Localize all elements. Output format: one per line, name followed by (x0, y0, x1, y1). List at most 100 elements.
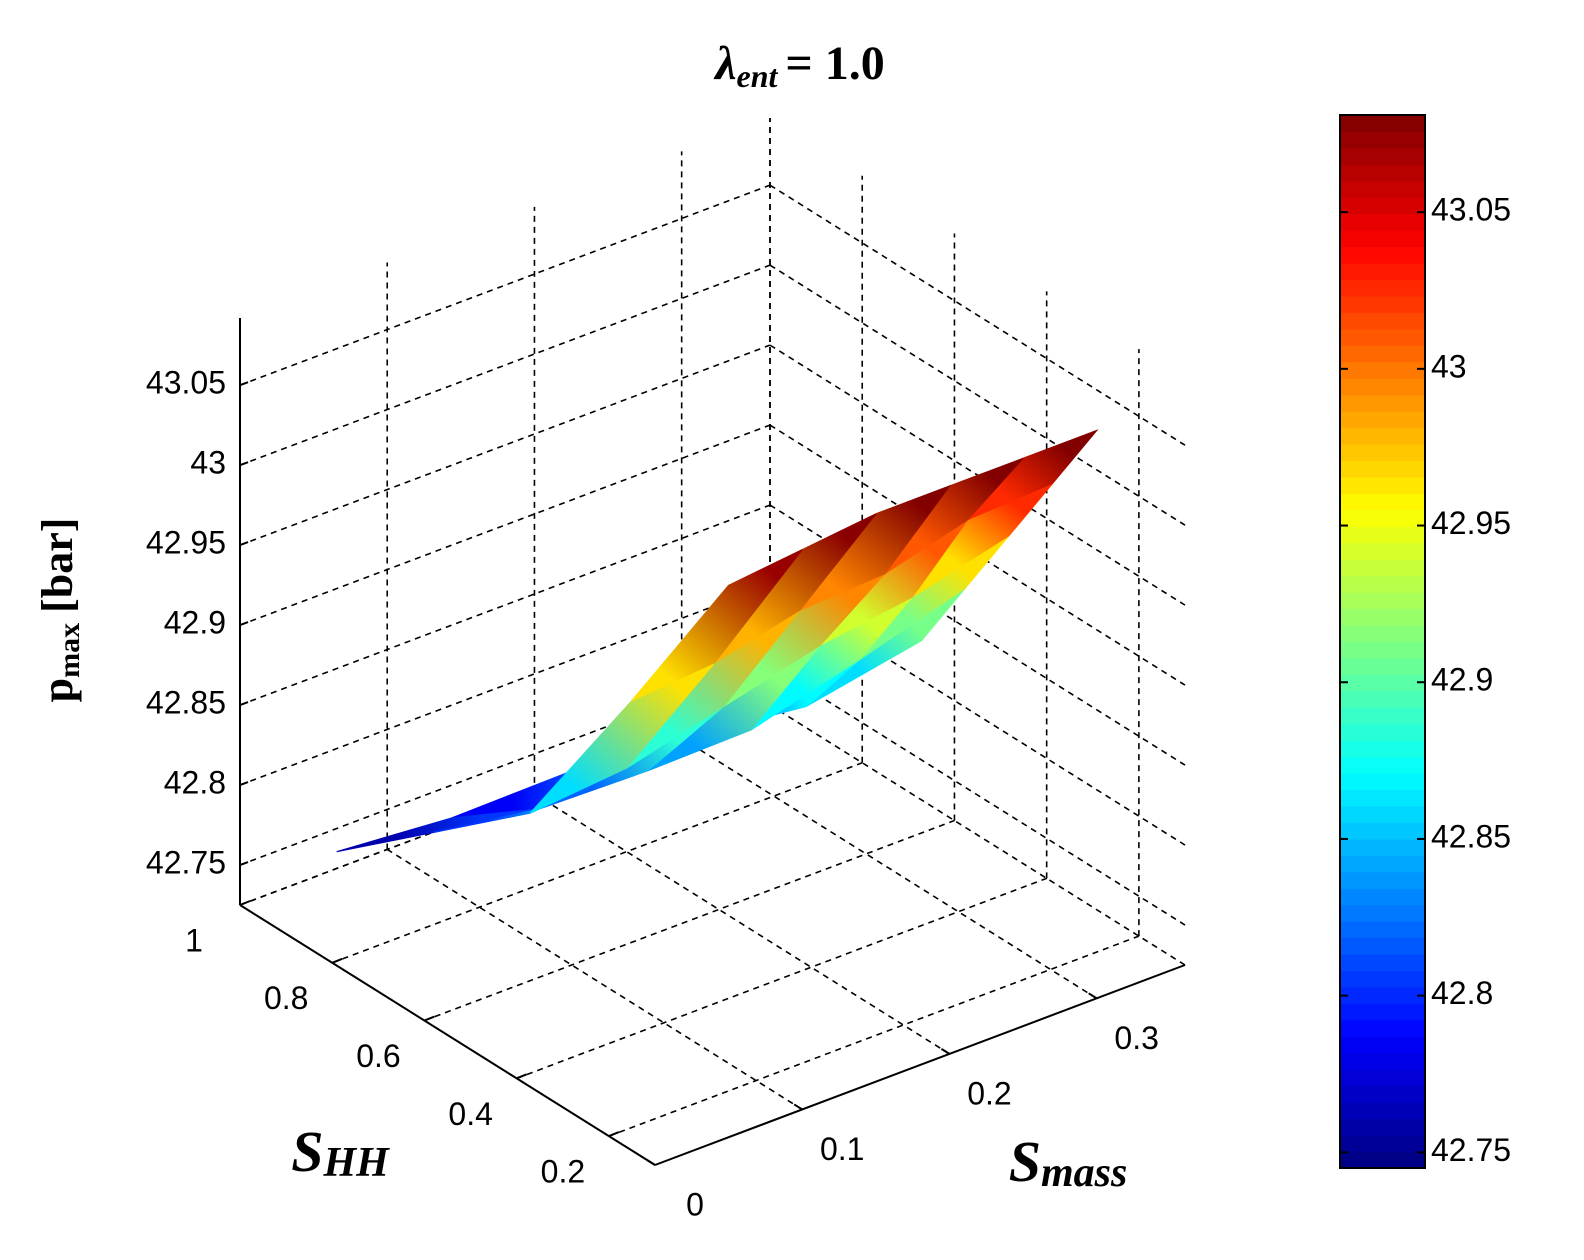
colorbar-swatch (1340, 542, 1425, 560)
title-sub: ent (737, 58, 779, 94)
grid-line (534, 793, 950, 1055)
colorbar-swatch (1340, 328, 1425, 346)
colorbar-swatch (1340, 904, 1425, 922)
colorbar-swatch (1340, 937, 1425, 955)
z-label-rest: [bar] (33, 518, 82, 613)
x-label-sub: mass (1041, 1150, 1127, 1196)
colorbar-tick-label: 42.9 (1431, 662, 1493, 698)
y-tick-label: 0.8 (264, 980, 308, 1016)
colorbar-tick-label: 42.85 (1431, 818, 1511, 854)
grid-line (239, 264, 771, 466)
title-main: λ (713, 37, 736, 90)
grid-line (239, 344, 771, 546)
grid-line (769, 664, 1186, 926)
colorbar-swatch (1340, 970, 1425, 988)
colorbar-swatch (1340, 888, 1425, 906)
x-tick-label: 0.1 (820, 1131, 864, 1167)
grid-line (769, 264, 1186, 526)
colorbar-swatch (1340, 690, 1425, 708)
z-tick (239, 861, 249, 866)
z-tick-label: 42.8 (164, 764, 226, 800)
y-tick (516, 1073, 528, 1080)
z-label-main: p (33, 678, 82, 702)
y-tick (239, 900, 251, 906)
colorbar-swatch (1340, 131, 1425, 149)
colorbar-swatch (1340, 657, 1425, 675)
colorbar-swatch (1340, 871, 1425, 889)
x-label-main: S (1009, 1129, 1041, 1194)
x-tick (1088, 992, 1098, 1000)
z-tick (239, 781, 249, 786)
colorbar-swatch (1340, 1069, 1425, 1087)
x-tick (646, 1159, 656, 1166)
colorbar-swatch (1340, 1036, 1425, 1054)
y-label-main: S (291, 1119, 323, 1184)
colorbar-swatch (1340, 427, 1425, 445)
z-axis-label: pmax [bar] (33, 518, 86, 703)
colorbar-tick-label: 43 (1431, 348, 1467, 384)
z-label-sub: max (53, 623, 86, 678)
y-tick-label: 0.4 (448, 1096, 492, 1132)
colorbar-swatch (1340, 115, 1425, 132)
colorbar-swatch (1340, 279, 1425, 297)
z-tick-label: 42.9 (164, 605, 226, 641)
x-axis (654, 964, 1186, 1166)
colorbar-swatch (1340, 526, 1425, 544)
colorbar-swatch (1340, 822, 1425, 840)
colorbar-swatch (1340, 476, 1425, 494)
colorbar-swatch (1340, 411, 1425, 429)
colorbar-swatch (1340, 197, 1425, 215)
colorbar-tick-label: 42.8 (1431, 975, 1493, 1011)
colorbar-swatch (1340, 312, 1425, 330)
y-tick (424, 1015, 435, 1022)
y-tick-label: 0.2 (541, 1154, 585, 1190)
colorbar-swatch (1340, 295, 1425, 313)
z-tick-label: 42.75 (146, 844, 226, 880)
grid-line (681, 737, 1098, 1000)
z-tick (239, 701, 249, 707)
colorbar-swatch (1340, 575, 1425, 593)
colorbar-swatch (1340, 378, 1425, 396)
chart-title: λent = 1.0 (713, 37, 885, 94)
y-tick (331, 957, 343, 964)
colorbar-swatch (1340, 1019, 1425, 1037)
colorbar-swatch (1340, 345, 1425, 363)
colorbar-swatch (1340, 1135, 1425, 1153)
z-tick-label: 42.85 (146, 685, 226, 721)
z-tick (239, 381, 249, 387)
colorbar-swatch (1340, 394, 1425, 412)
grid-line (769, 184, 1186, 446)
colorbar-swatch (1340, 608, 1425, 626)
colorbar-swatch (1340, 460, 1425, 478)
grid-line (331, 762, 863, 964)
title-rest: = 1.0 (785, 37, 884, 90)
colorbar-swatch (1340, 987, 1425, 1004)
colorbar-swatch (1340, 625, 1425, 642)
colorbar-tick-label: 43.05 (1431, 192, 1511, 228)
x-tick (793, 1103, 803, 1111)
colorbar-swatch (1340, 641, 1425, 659)
colorbar-tick-label: 42.75 (1431, 1132, 1511, 1168)
z-tick-label: 42.95 (146, 525, 226, 561)
colorbar-swatch (1340, 509, 1425, 527)
x-tick-label: 0.3 (1114, 1020, 1158, 1056)
colorbar-swatch (1340, 361, 1425, 379)
x-tick (940, 1048, 950, 1055)
y-tick-label: 1 (185, 922, 203, 958)
z-tick (239, 541, 249, 547)
z-tick-label: 43.05 (146, 365, 226, 401)
grid-line (608, 935, 1140, 1137)
colorbar-swatch (1340, 1052, 1425, 1070)
colorbar-swatch (1340, 1151, 1425, 1169)
y-tick-label: 0.6 (356, 1038, 400, 1074)
y-axis (239, 904, 656, 1166)
y-axis-label: SHH (291, 1119, 390, 1185)
x-tick-label: 0 (686, 1186, 704, 1222)
colorbar-swatch (1340, 740, 1425, 758)
grid-line (516, 877, 1047, 1080)
colorbar-swatch (1340, 674, 1425, 692)
colorbar-swatch (1340, 1118, 1425, 1136)
colorbar-tick-label: 42.95 (1431, 505, 1511, 541)
